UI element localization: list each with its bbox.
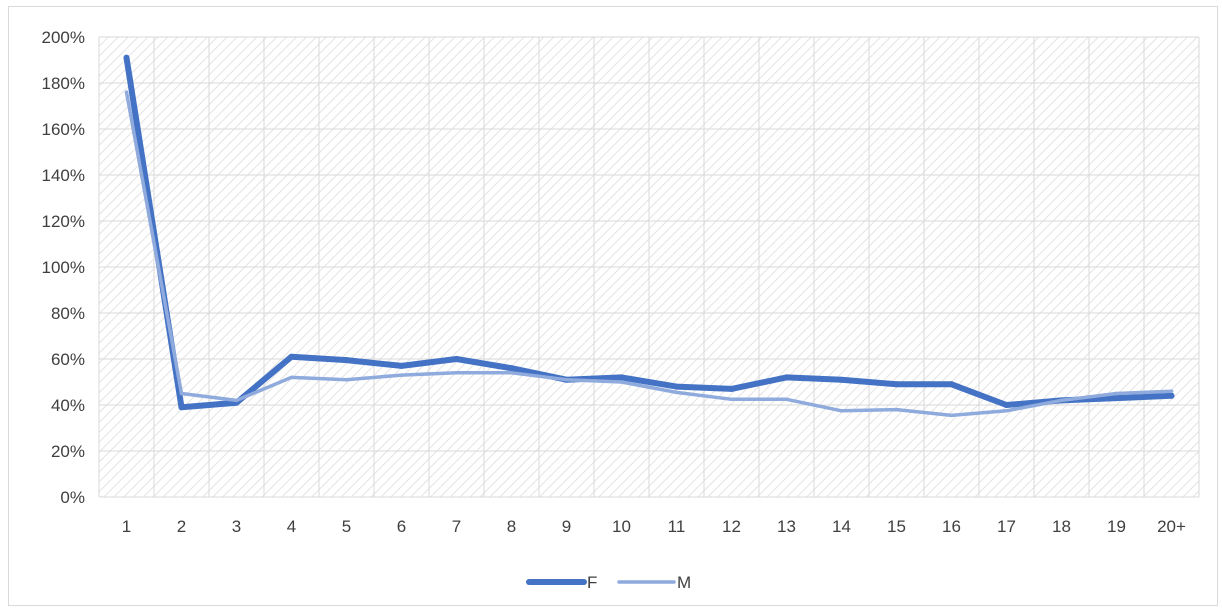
y-tick-label: 180% <box>42 74 85 93</box>
x-tick-label: 7 <box>452 517 461 536</box>
x-axis: 1 2 3 4 5 6 7 8 9 10 11 12 13 14 15 16 17 18 19 20+ <box>99 497 1199 536</box>
x-tick-label: 18 <box>1052 517 1071 536</box>
data-point-m <box>180 392 184 396</box>
data-point-m <box>1060 399 1064 403</box>
x-tick-label: 14 <box>832 517 851 536</box>
x-tick-label: 15 <box>887 517 906 536</box>
data-point-f <box>619 374 625 380</box>
data-point-m <box>950 414 954 418</box>
y-tick-label: 100% <box>42 258 85 277</box>
y-tick-label: 0% <box>60 488 85 507</box>
y-tick-label: 60% <box>51 350 85 369</box>
line-chart: 0% 20% 40% 60% 80% 100% 120% 140% 160% 180% 200% 1… <box>9 7 1219 607</box>
data-point-m <box>565 378 569 382</box>
x-tick-label: 20+ <box>1157 517 1186 536</box>
y-tick-label: 140% <box>42 166 85 185</box>
data-point-f <box>454 356 460 362</box>
data-point-f <box>399 363 405 369</box>
data-point-f <box>509 365 515 371</box>
x-tick-label: 4 <box>287 517 296 536</box>
data-point-f <box>674 384 680 390</box>
x-tick-label: 10 <box>612 517 631 536</box>
x-tick-label: 13 <box>777 517 796 536</box>
data-point-m <box>345 378 349 382</box>
x-tick-label: 12 <box>722 517 741 536</box>
x-tick-label: 2 <box>177 517 186 536</box>
data-point-f <box>289 354 295 360</box>
data-point-m <box>235 399 239 403</box>
data-point-f <box>1169 393 1175 399</box>
data-point-f <box>1114 395 1120 401</box>
x-tick-label: 8 <box>507 517 516 536</box>
y-tick-label: 200% <box>42 28 85 47</box>
data-point-m <box>840 409 844 413</box>
x-tick-label: 11 <box>668 517 686 536</box>
legend-label-m: M <box>677 573 691 592</box>
y-tick-label: 40% <box>51 396 85 415</box>
x-tick-label: 17 <box>997 517 1016 536</box>
y-tick-label: 120% <box>42 212 85 231</box>
x-tick-label: 1 <box>122 517 131 536</box>
y-axis: 0% 20% 40% 60% 80% 100% 120% 140% 160% 180% 200% <box>42 28 85 507</box>
data-point-m <box>1115 392 1119 396</box>
data-point-m <box>125 90 129 94</box>
data-point-f <box>1004 402 1010 408</box>
data-point-f <box>949 381 955 387</box>
chart-frame: 0% 20% 40% 60% 80% 100% 120% 140% 160% 180% 200% 1… <box>8 6 1218 606</box>
data-point-m <box>1005 409 1009 413</box>
data-point-m <box>620 380 624 384</box>
data-point-f <box>124 55 130 61</box>
y-tick-label: 20% <box>51 442 85 461</box>
y-tick-label: 80% <box>51 304 85 323</box>
x-tick-label: 16 <box>942 517 961 536</box>
x-tick-label: 3 <box>232 517 241 536</box>
gridlines <box>99 37 1199 497</box>
data-point-m <box>730 398 734 402</box>
x-tick-label: 19 <box>1107 517 1126 536</box>
x-tick-label: 6 <box>397 517 406 536</box>
y-tick-label: 160% <box>42 120 85 139</box>
data-point-m <box>400 373 404 377</box>
data-point-f <box>839 377 845 383</box>
data-point-f <box>729 386 735 392</box>
data-point-m <box>455 371 459 375</box>
data-point-m <box>785 398 789 402</box>
data-point-m <box>675 391 679 395</box>
data-point-f <box>344 357 350 363</box>
data-point-m <box>895 408 899 412</box>
legend-label-f: F <box>587 573 597 592</box>
data-point-f <box>894 381 900 387</box>
x-tick-label: 9 <box>562 517 571 536</box>
x-tick-label: 5 <box>342 517 351 536</box>
data-point-m <box>1170 389 1174 393</box>
data-point-m <box>290 376 294 380</box>
data-point-m <box>510 371 514 375</box>
data-point-f <box>784 374 790 380</box>
data-point-f <box>179 404 185 410</box>
